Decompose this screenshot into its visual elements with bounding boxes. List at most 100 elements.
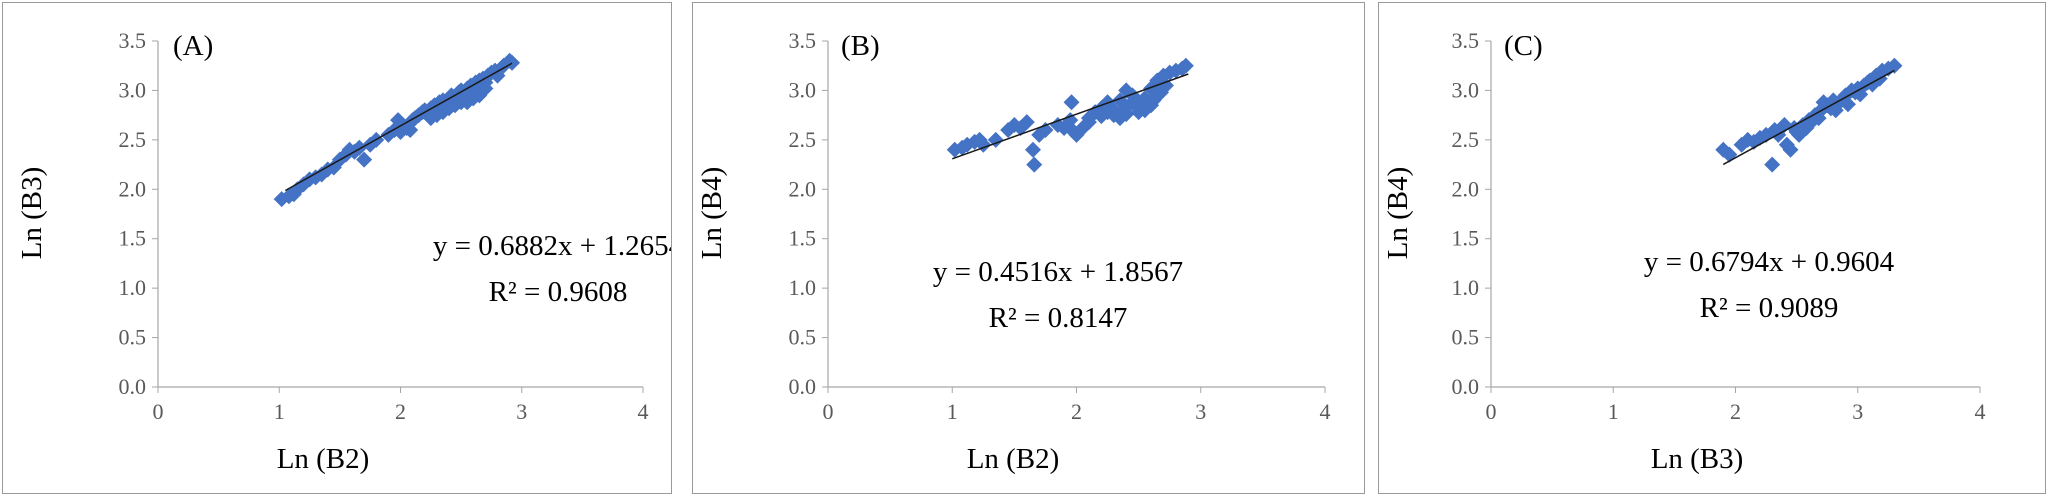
data-point — [1839, 96, 1856, 113]
chart-panel-c: 0.0 0.5 1.0 1.5 2.0 2.5 3.0 3.5 0 1 2 3 4 (C) y = 0.67… — [1378, 2, 2046, 494]
x-axis-title: Ln (B2) — [967, 443, 1060, 475]
data-point — [1068, 126, 1085, 143]
y-tick-label: 3.5 — [789, 28, 817, 53]
y-tick-label: 1.5 — [1452, 226, 1480, 251]
y-tick-label: 1.0 — [789, 275, 817, 300]
data-point — [1136, 102, 1153, 119]
data-point — [1136, 90, 1153, 107]
y-tick-label: 0.5 — [789, 325, 817, 350]
data-point — [1062, 112, 1079, 129]
trendline-equation: y = 0.6882x + 1.2654 — [433, 230, 671, 262]
trendline-equation: y = 0.6794x + 0.9604 — [1644, 246, 1895, 278]
y-tick-label: 1.5 — [789, 226, 817, 251]
data-point — [1074, 119, 1091, 136]
x-axis-title: Ln (B3) — [1651, 443, 1744, 475]
data-point — [356, 151, 373, 168]
data-point — [1864, 76, 1881, 93]
chart-panel-b: 0.0 0.5 1.0 1.5 2.0 2.5 3.0 3.5 0 1 2 3 4 (B) y = 0.45… — [692, 2, 1365, 494]
x-tick-label: 1 — [274, 399, 285, 424]
x-tick-label: 1 — [1608, 399, 1619, 424]
x-tick-label: 4 — [638, 399, 649, 424]
data-point — [1776, 117, 1793, 134]
y-tick-label: 0.0 — [789, 374, 817, 399]
data-point — [465, 90, 482, 107]
trendline — [1722, 69, 1895, 166]
y-tick-label: 2.5 — [119, 127, 147, 152]
data-point — [1124, 94, 1141, 111]
data-point — [1111, 110, 1128, 127]
x-tick-label: 1 — [947, 399, 958, 424]
data-point — [1782, 141, 1799, 158]
data-point — [441, 100, 457, 117]
trendline-equation: y = 0.4516x + 1.8567 — [933, 256, 1183, 288]
data-point — [1167, 62, 1184, 79]
data-point — [1111, 92, 1128, 109]
data-point — [380, 126, 397, 143]
panel-label: (C) — [1504, 30, 1543, 62]
data-point — [1827, 102, 1844, 119]
r-squared-label: R² = 0.9608 — [489, 276, 628, 308]
data-point — [1049, 117, 1066, 134]
y-tick-label: 2.5 — [789, 127, 817, 152]
data-point — [1886, 57, 1903, 74]
y-axis-title: Ln (B4) — [696, 167, 728, 260]
trendline — [284, 62, 513, 192]
r-squared-label: R² = 0.9089 — [1700, 292, 1839, 324]
data-point — [1157, 77, 1174, 94]
y-tick-label: 3.0 — [119, 77, 147, 102]
data-point — [1764, 156, 1781, 173]
data-point — [1733, 136, 1750, 153]
x-tick-label: 0 — [1486, 399, 1497, 424]
panel-label: (B) — [841, 30, 880, 62]
x-tick-label: 4 — [1320, 399, 1331, 424]
x-tick-label: 3 — [1852, 399, 1863, 424]
y-tick-label: 2.0 — [119, 176, 147, 201]
data-point — [1018, 114, 1035, 131]
y-tick-label: 2.0 — [789, 176, 817, 201]
data-point — [1080, 114, 1097, 131]
x-tick-label: 4 — [1975, 399, 1986, 424]
data-point — [1791, 126, 1808, 143]
y-tick-label: 2.5 — [1452, 127, 1480, 152]
y-axis-title: Ln (B3) — [16, 167, 48, 260]
data-point — [453, 94, 470, 111]
y-tick-label: 3.5 — [119, 28, 147, 53]
y-tick-label: 3.0 — [1452, 77, 1480, 102]
data-point — [1025, 141, 1042, 158]
y-axis-title: Ln (B4) — [1382, 167, 1414, 260]
data-point — [1012, 119, 1029, 136]
panel-label: (A) — [173, 30, 213, 62]
data-point — [1852, 86, 1869, 103]
data-point — [428, 107, 445, 124]
y-tick-label: 0.5 — [1452, 325, 1480, 350]
y-tick-label: 0.5 — [119, 325, 147, 350]
x-tick-label: 2 — [395, 399, 406, 424]
y-tick-label: 3.5 — [1452, 28, 1480, 53]
data-point — [1715, 141, 1732, 158]
y-tick-label: 1.5 — [119, 226, 147, 251]
x-tick-label: 2 — [1730, 399, 1741, 424]
chart-panel-a: 0.0 0.5 1.0 1.5 2.0 2.5 3.0 3.5 0 1 2 3 4 (A) y = 0.68… — [2, 2, 672, 494]
data-point — [1026, 156, 1043, 173]
scatter-chart-a: 0.0 0.5 1.0 1.5 2.0 2.5 3.0 3.5 0 1 2 3 4 (A) y = 0.68… — [16, 28, 671, 475]
scatter-chart-b: 0.0 0.5 1.0 1.5 2.0 2.5 3.0 3.5 0 1 2 3 4 (B) y = 0.45… — [696, 28, 1331, 475]
x-tick-label: 2 — [1071, 399, 1082, 424]
y-tick-label: 1.0 — [119, 275, 147, 300]
data-point — [392, 123, 409, 140]
data-point — [1063, 94, 1080, 111]
data-point — [959, 136, 976, 153]
trendline — [951, 73, 1189, 160]
y-tick-label: 2.0 — [1452, 176, 1480, 201]
x-tick-label: 0 — [153, 399, 164, 424]
data-point — [1093, 108, 1110, 125]
y-tick-label: 0.0 — [1452, 374, 1480, 399]
r-squared-label: R² = 0.8147 — [989, 302, 1128, 334]
x-axis-title: Ln (B2) — [277, 443, 370, 475]
data-point — [1118, 106, 1135, 123]
scatter-chart-c: 0.0 0.5 1.0 1.5 2.0 2.5 3.0 3.5 0 1 2 3 4 (C) y = 0.67… — [1382, 28, 1986, 475]
y-tick-label: 0.0 — [119, 374, 147, 399]
x-tick-label: 3 — [516, 399, 527, 424]
data-point — [1149, 87, 1166, 104]
data-point — [1177, 57, 1194, 74]
data-point — [390, 112, 407, 129]
